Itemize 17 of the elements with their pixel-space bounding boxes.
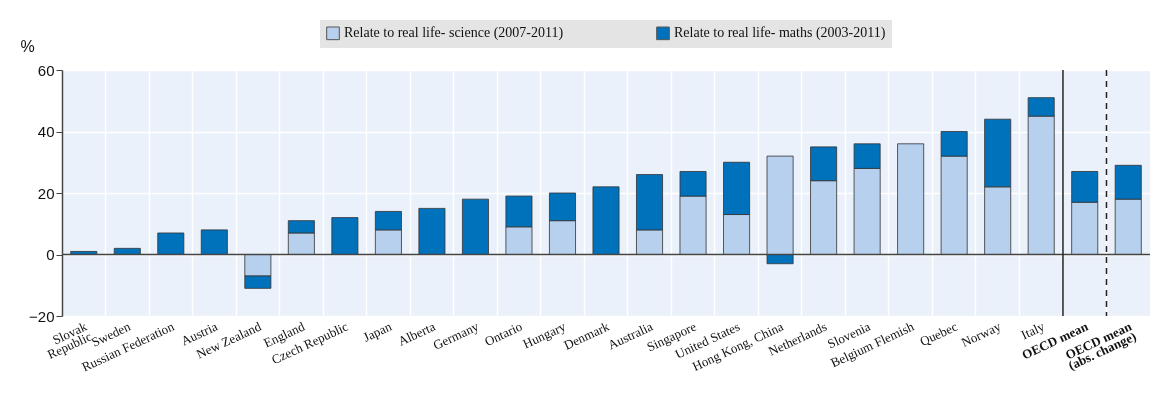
legend-label: Relate to real life- science (2007-2011): [344, 25, 564, 42]
x-tick-label: Japan: [360, 318, 395, 345]
x-tick-label: Quebec: [917, 318, 960, 350]
bar: [157, 232, 185, 255]
bar: [331, 217, 359, 255]
bar: [418, 207, 446, 255]
bar: [200, 229, 228, 255]
y-tick-label: 20: [37, 184, 55, 202]
y-axis-title: %: [20, 37, 35, 55]
y-tick-label: 0: [46, 246, 55, 263]
bar: [897, 143, 925, 255]
bar: [461, 198, 489, 255]
legend-label: Relate to real life- maths (2003-2011): [674, 25, 886, 42]
bar: [592, 186, 620, 255]
y-tick-label: 40: [37, 123, 55, 140]
y-tick-label: −20: [29, 307, 55, 325]
y-tick-label: 60: [37, 61, 55, 79]
